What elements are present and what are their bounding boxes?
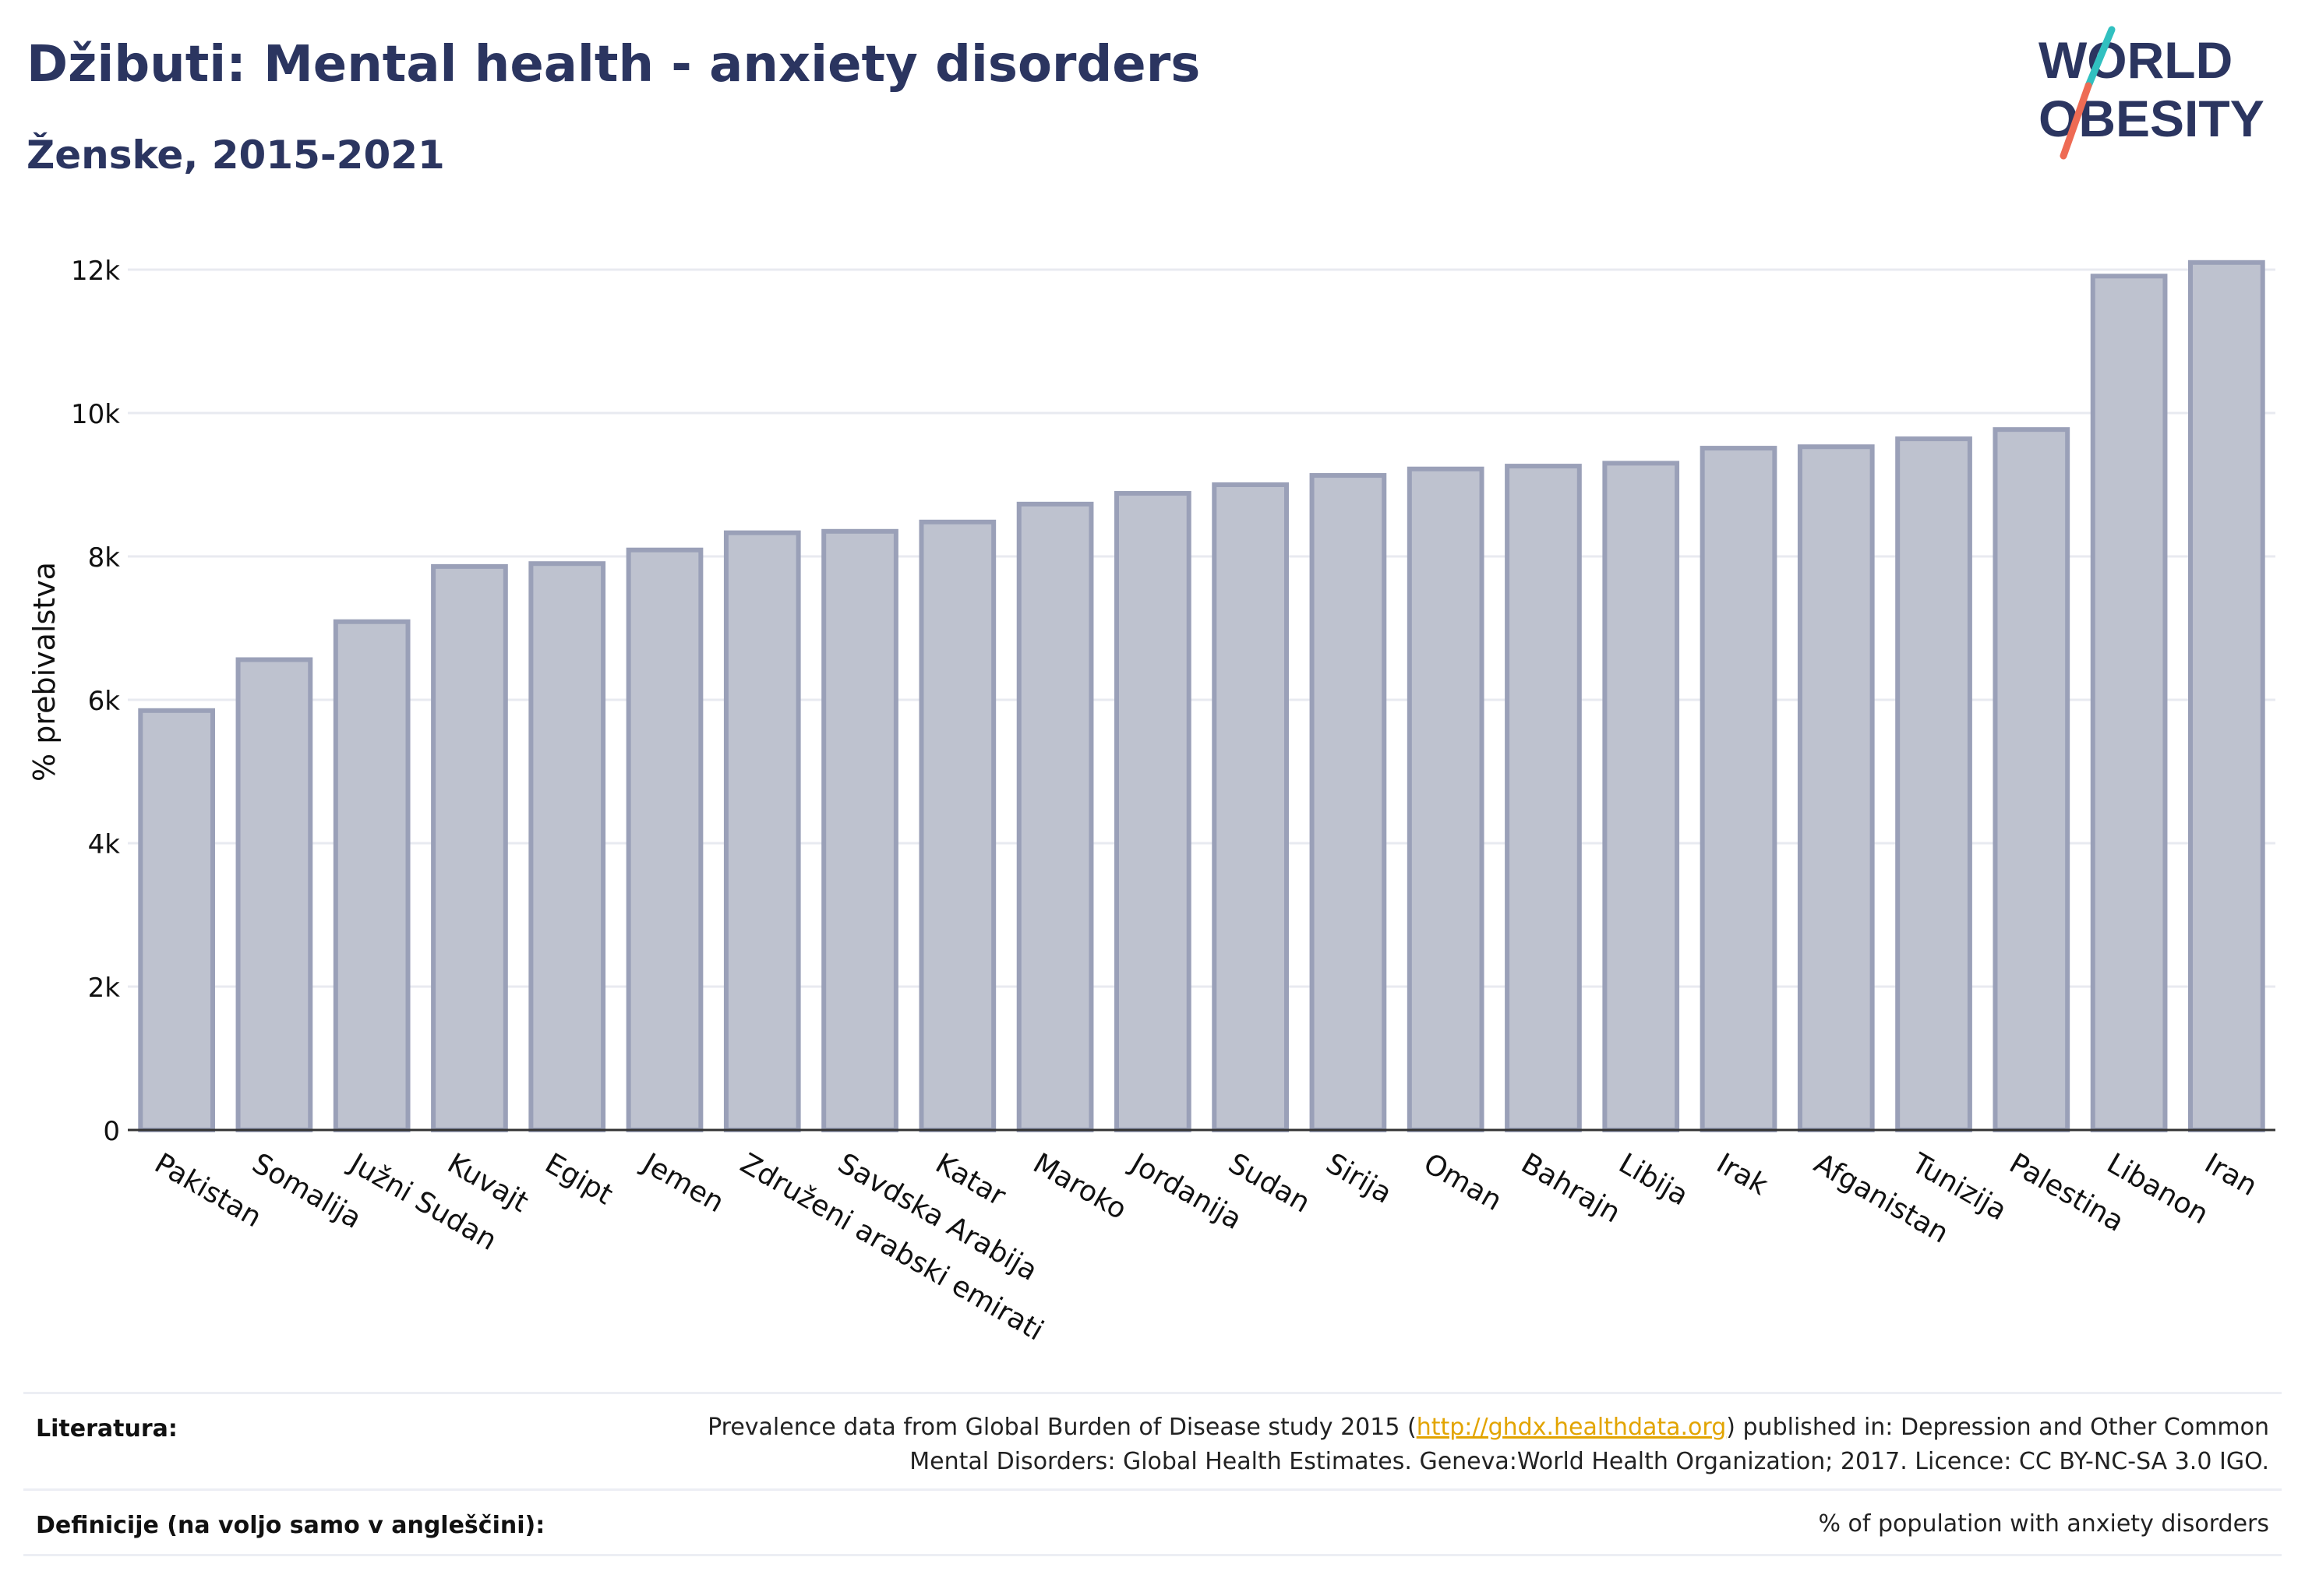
bar[interactable] bbox=[1797, 444, 1875, 1132]
x-tick-label: Oman bbox=[1418, 1147, 1507, 1217]
bar[interactable] bbox=[138, 708, 215, 1132]
bar[interactable] bbox=[1114, 491, 1191, 1132]
footer-divider-middle bbox=[23, 1488, 2282, 1491]
literature-link[interactable]: http://ghdx.healthdata.org bbox=[1416, 1414, 1727, 1441]
y-tick-label: 4k bbox=[88, 829, 121, 860]
x-tick-label: Iran bbox=[2199, 1147, 2262, 1202]
bar[interactable] bbox=[2090, 274, 2168, 1132]
bar[interactable] bbox=[1309, 473, 1387, 1132]
literature-text-2: Mental Disorders: Global Health Estimate… bbox=[909, 1448, 2269, 1475]
bar[interactable] bbox=[333, 619, 411, 1132]
bar[interactable] bbox=[235, 657, 313, 1132]
bar[interactable] bbox=[626, 547, 704, 1132]
page-title: Džibuti: Mental health - anxiety disorde… bbox=[26, 36, 1201, 94]
x-tick-label: Jemen bbox=[636, 1146, 729, 1219]
y-tick-label: 8k bbox=[88, 542, 121, 574]
x-tick-label: Jordanija bbox=[1124, 1146, 1247, 1236]
bar[interactable] bbox=[821, 528, 898, 1132]
y-tick-label: 10k bbox=[71, 399, 120, 430]
bar[interactable] bbox=[431, 563, 508, 1132]
page-subtitle: Ženske, 2015-2021 bbox=[26, 132, 445, 178]
bar[interactable] bbox=[1602, 461, 1680, 1132]
world-obesity-logo: WORLD OBESITY bbox=[2038, 26, 2264, 160]
literature-text: Prevalence data from Global Burden of Di… bbox=[555, 1411, 2269, 1479]
literature-text-1b: ) published in: Depression and Other Com… bbox=[1726, 1414, 2269, 1441]
x-tick-label: Libija bbox=[1613, 1147, 1693, 1212]
footer-divider-bottom bbox=[23, 1554, 2282, 1556]
y-tick-label: 6k bbox=[88, 686, 121, 717]
logo-line1: WORLD bbox=[2038, 31, 2233, 89]
bar[interactable] bbox=[1895, 436, 1972, 1132]
bar[interactable] bbox=[1212, 482, 1289, 1132]
bar[interactable] bbox=[528, 561, 606, 1132]
y-axis-label: % prebivalstva bbox=[27, 562, 62, 782]
x-tick-label: Irak bbox=[1711, 1147, 1774, 1202]
literature-label: Literatura: bbox=[36, 1415, 178, 1442]
bar[interactable] bbox=[1700, 446, 1777, 1132]
bar[interactable] bbox=[919, 519, 997, 1132]
y-tick-label: 0 bbox=[103, 1116, 120, 1147]
bar[interactable] bbox=[1505, 464, 1582, 1132]
x-tick-label: Somalija bbox=[247, 1147, 367, 1235]
bar[interactable] bbox=[1407, 466, 1484, 1132]
logo-slash-top bbox=[2084, 26, 2116, 90]
bar[interactable] bbox=[2188, 260, 2265, 1132]
literature-text-1a: Prevalence data from Global Burden of Di… bbox=[708, 1414, 1417, 1441]
bars bbox=[138, 260, 2265, 1132]
x-tick-label: Sirija bbox=[1321, 1147, 1397, 1209]
bar[interactable] bbox=[1016, 501, 1094, 1132]
x-tick-label: Pakistan bbox=[149, 1147, 267, 1234]
x-tick-label: Bahrajn bbox=[1516, 1147, 1626, 1229]
definition-label: Definicije (na voljo samo v angleščini): bbox=[36, 1512, 545, 1539]
y-tick-label: 2k bbox=[88, 973, 121, 1004]
definition-text: % of population with anxiety disorders bbox=[1818, 1510, 2269, 1538]
y-tick-label: 12k bbox=[71, 256, 120, 287]
footer-divider-top bbox=[23, 1392, 2282, 1394]
bar[interactable] bbox=[1993, 427, 2070, 1132]
x-tick-label: Egipt bbox=[539, 1147, 618, 1211]
bar[interactable] bbox=[723, 530, 801, 1132]
x-tick-label: Maroko bbox=[1028, 1147, 1132, 1226]
logo-slash-bottom bbox=[2060, 82, 2092, 160]
